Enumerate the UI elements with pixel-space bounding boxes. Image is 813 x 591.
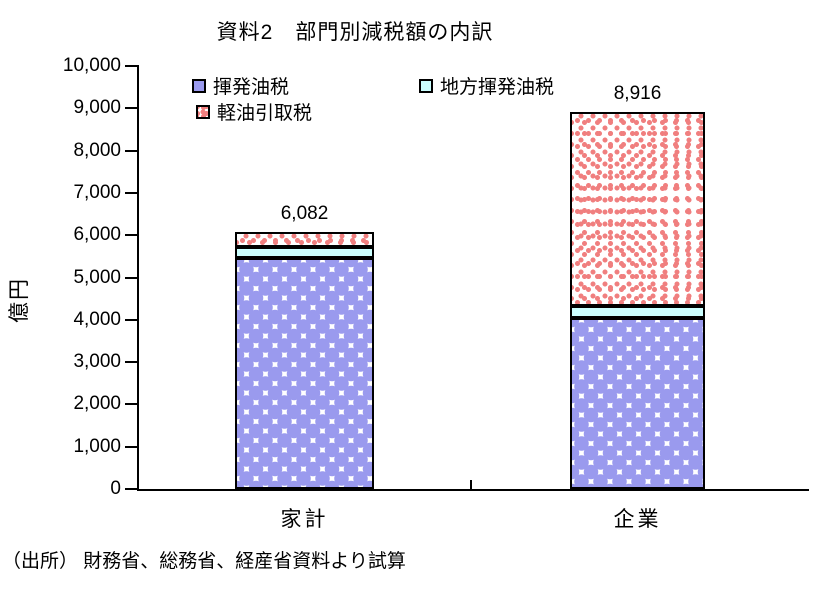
bar-segment-gasoline-tax: [235, 258, 374, 489]
y-tick-label: 0: [110, 478, 121, 499]
chart-title: 資料2 部門別減税額の内訳: [216, 21, 494, 44]
bar-total-label: 8,916: [613, 82, 662, 104]
y-tick-mark: [125, 65, 139, 67]
y-tick-mark: [125, 361, 139, 364]
y-tick-label: 5,000: [73, 266, 121, 288]
legend-swatch-diesel-tax: [196, 104, 210, 119]
legend-item-gasoline-tax: 揮発油税: [192, 72, 289, 99]
legend-swatch-gasoline-tax: [192, 78, 206, 93]
bar-segment-local-gasoline-tax: [235, 247, 374, 259]
y-tick-mark: [125, 403, 139, 406]
legend-label: 軽油引取税: [217, 103, 313, 124]
y-tick-label: 3,000: [73, 351, 121, 373]
legend-swatch-local-gasoline-tax: [419, 78, 433, 93]
stacked-bar: [570, 111, 705, 489]
legend-label: 地方揮発油税: [440, 77, 555, 98]
y-tick-mark: [125, 234, 139, 237]
bar-segment-diesel-tax: [235, 231, 374, 248]
y-tick-mark: [125, 318, 139, 321]
bar-segment-local-gasoline-tax: [570, 305, 705, 318]
legend-item-local-gasoline-tax: 地方揮発油税: [419, 72, 554, 99]
legend-item-diesel-tax: 軽油引取税: [196, 98, 312, 125]
category-label: 家計: [280, 508, 329, 531]
legend-label: 揮発油税: [213, 77, 290, 98]
y-tick-label: 10,000: [62, 55, 121, 76]
plot-area: 0 1,000 2,000 3,000 4,000 5,000 6,000 7,000 8,00…: [63, 55, 809, 531]
y-tick-label: 9,000: [73, 97, 121, 119]
bar-segment-diesel-tax: [570, 111, 705, 306]
y-tick-mark: [125, 107, 139, 110]
y-tick-label: 8,000: [73, 139, 121, 161]
y-tick-mark: [125, 149, 139, 152]
y-tick-mark: [125, 488, 139, 490]
y-tick-mark: [125, 276, 139, 279]
y-tick-label: 4,000: [73, 308, 121, 330]
stacked-bar: [235, 231, 374, 489]
y-tick-label: 1,000: [73, 435, 121, 457]
y-tick-mark: [125, 191, 139, 194]
y-tick-label: 2,000: [73, 393, 121, 415]
bar-total-label: 6,082: [280, 202, 329, 224]
y-tick-label: 6,000: [73, 224, 121, 246]
bar-segment-gasoline-tax: [570, 317, 705, 489]
source-note: （出所） 財務省、総務省、経産省資料より試算: [2, 551, 406, 572]
category-label: 企業: [613, 508, 662, 531]
y-axis-title: 億円: [8, 277, 31, 323]
y-tick-label: 7,000: [73, 181, 121, 203]
category-axis-tick: [470, 480, 472, 489]
y-tick-mark: [125, 445, 139, 448]
